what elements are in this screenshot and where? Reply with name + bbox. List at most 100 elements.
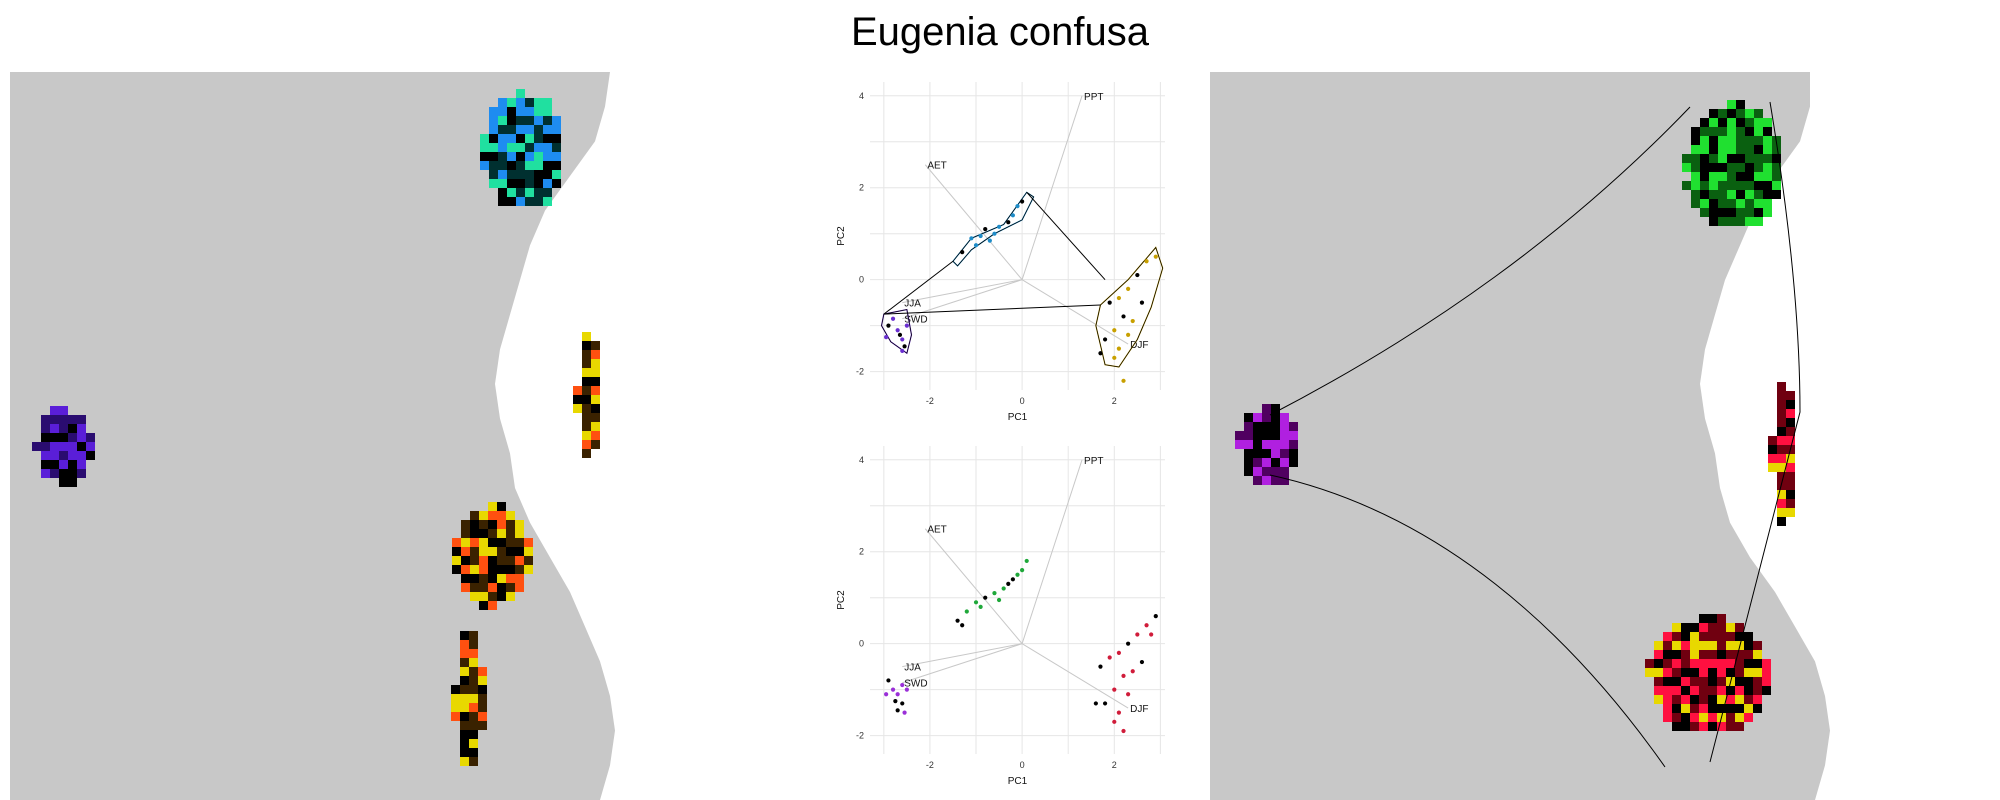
pca-top-panel: -2 0 2 -2 0 2 4 PC1 PC2 PPT AET JJA SWD DJF bbox=[820, 72, 1180, 432]
red-pixel-cluster bbox=[1699, 623, 1708, 632]
red-pixel-cluster bbox=[1663, 704, 1672, 713]
coastal-pixel-strip bbox=[1777, 517, 1786, 526]
southern-pixel-strip bbox=[460, 703, 469, 712]
data-point bbox=[978, 604, 983, 609]
blue-pixel-cluster bbox=[516, 98, 525, 107]
purple-pixel-cluster bbox=[1271, 431, 1280, 440]
purple-pixel-cluster bbox=[1271, 404, 1280, 413]
purple-pixel-cluster bbox=[68, 478, 77, 487]
green-pixel-cluster bbox=[1745, 217, 1754, 226]
data-point bbox=[1107, 655, 1112, 660]
yellow-red-pixel-cluster bbox=[497, 520, 506, 529]
red-pixel-cluster bbox=[1717, 704, 1726, 713]
blue-pixel-cluster bbox=[480, 134, 489, 143]
red-pixel-cluster bbox=[1672, 677, 1681, 686]
purple-pixel-cluster bbox=[68, 442, 77, 451]
data-point bbox=[1024, 558, 1029, 564]
blue-pixel-cluster bbox=[498, 179, 507, 188]
coastal-pixel-strip bbox=[1777, 499, 1786, 508]
green-pixel-cluster bbox=[1763, 172, 1772, 181]
red-pixel-cluster bbox=[1762, 677, 1771, 686]
data-point bbox=[996, 597, 1002, 603]
purple-pixel-cluster bbox=[77, 460, 86, 469]
red-pixel-cluster bbox=[1726, 668, 1735, 677]
coastal-pixel-strip bbox=[1777, 382, 1786, 391]
red-pixel-cluster bbox=[1672, 695, 1681, 704]
green-pixel-cluster bbox=[1754, 154, 1763, 163]
blue-pixel-cluster bbox=[507, 143, 516, 152]
green-pixel-cluster bbox=[1763, 136, 1772, 145]
purple-pixel-cluster bbox=[59, 460, 68, 469]
purple-pixel-cluster bbox=[41, 415, 50, 424]
purple-pixel-cluster bbox=[68, 415, 77, 424]
yellow-red-pixel-cluster bbox=[461, 565, 470, 574]
data-point bbox=[1093, 701, 1098, 706]
southern-pixel-strip bbox=[478, 703, 487, 712]
coastal-pixel-strip bbox=[573, 404, 582, 413]
green-pixel-cluster bbox=[1727, 136, 1736, 145]
yellow-red-pixel-cluster bbox=[488, 583, 497, 592]
yellow-red-pixel-cluster bbox=[506, 565, 515, 574]
southern-pixel-strip bbox=[478, 712, 487, 721]
blue-pixel-cluster bbox=[489, 161, 498, 170]
loading-label: DJF bbox=[1130, 704, 1148, 715]
sea bbox=[1700, 72, 1990, 800]
y-axis-label: PC2 bbox=[836, 590, 847, 610]
loading-label: AET bbox=[927, 161, 946, 172]
southern-pixel-strip bbox=[460, 721, 469, 730]
data-point bbox=[1020, 568, 1025, 573]
yellow-red-pixel-cluster bbox=[488, 502, 497, 511]
red-pixel-cluster bbox=[1726, 632, 1735, 641]
y-axis-label: PC2 bbox=[836, 226, 847, 246]
yellow-red-pixel-cluster bbox=[488, 538, 497, 547]
data-point bbox=[1121, 728, 1126, 734]
data-point bbox=[1112, 355, 1117, 360]
figure-title: Eugenia confusa bbox=[850, 10, 1149, 54]
data-point bbox=[1135, 272, 1140, 278]
red-pixel-cluster bbox=[1663, 641, 1672, 650]
yellow-red-pixel-cluster bbox=[506, 556, 515, 565]
red-pixel-cluster bbox=[1645, 659, 1654, 668]
coastal-pixel-strip bbox=[1786, 427, 1795, 436]
purple-pixel-cluster bbox=[1271, 467, 1280, 476]
green-pixel-cluster bbox=[1745, 118, 1754, 127]
green-pixel-cluster bbox=[1718, 217, 1727, 226]
blue-pixel-cluster bbox=[516, 197, 525, 206]
data-point bbox=[1139, 300, 1145, 305]
coastal-pixel-strip bbox=[591, 341, 600, 350]
purple-pixel-cluster bbox=[1280, 431, 1289, 440]
pca-bottom-panel: -2 0 2 -2 0 2 4 PC1 PC2 PPT AET JJA SWD DJF bbox=[820, 436, 1180, 796]
yellow-red-pixel-cluster bbox=[470, 538, 479, 547]
loading-label: PPT bbox=[1084, 456, 1103, 467]
purple-pixel-cluster bbox=[1271, 476, 1280, 485]
y-tick-label: -2 bbox=[856, 367, 864, 377]
blue-pixel-cluster bbox=[489, 116, 498, 125]
data-point bbox=[1135, 632, 1140, 637]
red-pixel-cluster bbox=[1690, 668, 1699, 677]
red-pixel-cluster bbox=[1717, 623, 1726, 632]
data-point bbox=[893, 699, 898, 704]
data-point bbox=[1006, 220, 1011, 225]
coastal-pixel-strip bbox=[1786, 391, 1795, 400]
purple-pixel-cluster bbox=[1262, 467, 1271, 476]
purple-pixel-cluster bbox=[1253, 431, 1262, 440]
red-pixel-cluster bbox=[1681, 668, 1690, 677]
yellow-red-pixel-cluster bbox=[479, 547, 488, 556]
data-point bbox=[992, 591, 997, 596]
data-point bbox=[1149, 632, 1154, 637]
green-pixel-cluster bbox=[1754, 118, 1763, 127]
yellow-red-pixel-cluster bbox=[497, 538, 506, 547]
red-pixel-cluster bbox=[1690, 695, 1699, 704]
data-point bbox=[900, 701, 905, 706]
red-pixel-cluster bbox=[1654, 659, 1663, 668]
green-pixel-cluster bbox=[1700, 199, 1709, 208]
data-point bbox=[1102, 337, 1108, 342]
left-map bbox=[10, 72, 770, 800]
coastal-pixel-strip bbox=[582, 431, 591, 440]
red-pixel-cluster bbox=[1753, 668, 1762, 677]
green-pixel-cluster bbox=[1763, 181, 1772, 190]
southern-pixel-strip bbox=[460, 676, 469, 685]
green-pixel-cluster bbox=[1709, 190, 1718, 199]
data-point bbox=[1121, 673, 1126, 678]
southern-pixel-strip bbox=[469, 739, 478, 748]
